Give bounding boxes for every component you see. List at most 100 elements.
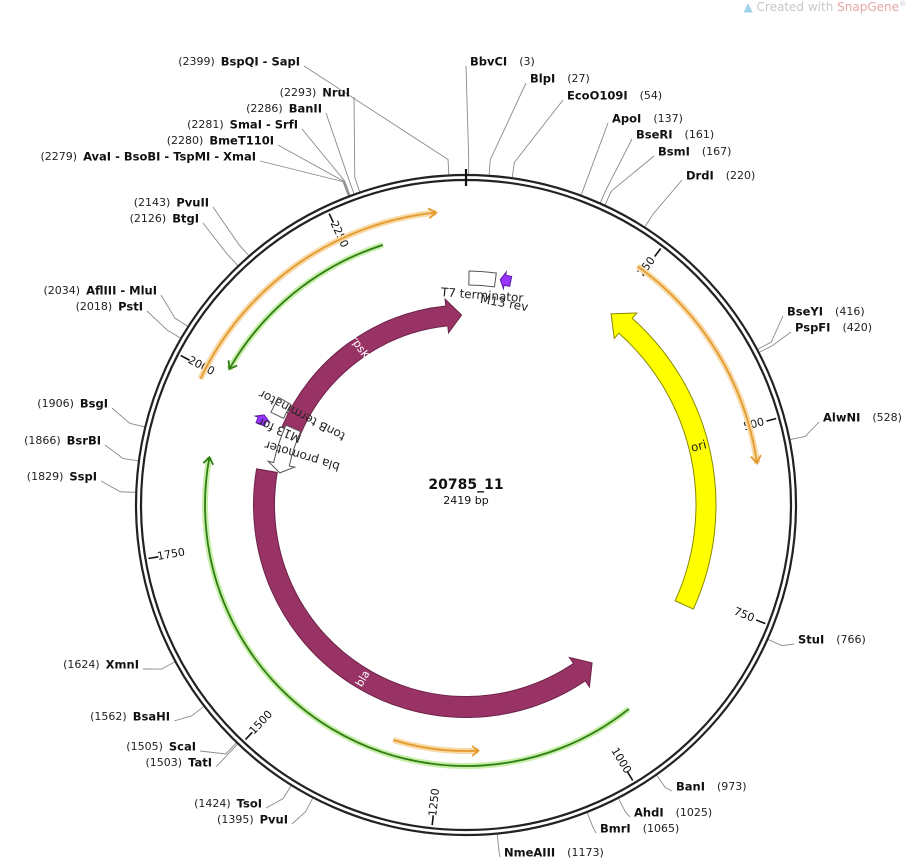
site-apoi[interactable]: ApoI (137): [612, 112, 683, 126]
site-pos-scai: (1505): [126, 740, 163, 753]
feature-label-t7-terminator: T7 terminator: [439, 285, 523, 305]
site-leader-smai: [301, 128, 351, 197]
site-name-smai: SmaI - SrfI: [230, 118, 298, 132]
feature-bla[interactable]: [252, 468, 593, 718]
site-leader-psti: [146, 310, 182, 339]
site-pvuii[interactable]: PvuII (2143): [134, 196, 209, 210]
site-ahdi[interactable]: AhdI (1025): [634, 806, 712, 820]
site-name-banii: BanII: [289, 102, 322, 116]
site-blpi[interactable]: BlpI (27): [530, 72, 590, 86]
feature-bla-promoter[interactable]: [266, 424, 302, 474]
site-psti[interactable]: PstI (2018): [76, 300, 143, 314]
tick-mark-500: [766, 417, 777, 422]
site-bsmi[interactable]: BsmI (167): [658, 145, 731, 159]
site-pos-tati: (1503): [146, 756, 183, 769]
site-bspqi[interactable]: BspQI - SapI (2399): [178, 55, 300, 69]
site-bani[interactable]: BanI (973): [676, 780, 747, 794]
tick-mark-1000: [626, 771, 634, 781]
site-name-nmeaiii: NmeAIII: [504, 846, 555, 860]
tick-mark-2000: [180, 354, 190, 361]
site-name-tsoi: TsoI: [237, 797, 262, 811]
site-leader-bmri: [586, 811, 597, 834]
site-name-bani: BanI: [676, 780, 705, 794]
orf-arrow: [199, 211, 437, 380]
site-leader-bseri: [599, 138, 633, 204]
site-bseri[interactable]: BseRI (161): [636, 128, 714, 142]
feature-ori[interactable]: [610, 312, 717, 610]
site-pos-bmet110i: (2280): [167, 134, 204, 147]
site-leader-bsmi: [604, 155, 655, 206]
site-bsgi[interactable]: BsgI (1906): [37, 397, 108, 411]
feature-m13-rev[interactable]: [499, 270, 513, 291]
site-name-drdi: DrdI: [686, 169, 714, 183]
site-pos-bseyi: (416): [835, 305, 865, 318]
site-xmni[interactable]: XmnI (1624): [63, 658, 139, 672]
tick-mark-750: [755, 619, 766, 625]
site-pos-apoi: (137): [653, 112, 683, 125]
feature-m13-for[interactable]: [253, 414, 271, 427]
site-pos-xmni: (1624): [63, 658, 100, 671]
site-name-blpi: BlpI: [530, 72, 555, 86]
site-banii[interactable]: BanII (2286): [246, 102, 322, 116]
site-stui[interactable]: StuI (766): [798, 633, 866, 647]
site-pvui[interactable]: PvuI (1395): [217, 813, 288, 827]
site-pos-bsmi: (167): [702, 145, 732, 158]
site-bmri[interactable]: BmrI (1065): [600, 822, 679, 836]
site-btgi[interactable]: BtgI (2126): [130, 212, 199, 226]
site-smai[interactable]: SmaI - SrfI (2281): [187, 118, 298, 132]
site-sspi[interactable]: SspI (1829): [27, 470, 97, 484]
site-pos-nrui: (2293): [280, 86, 317, 99]
site-tati[interactable]: TatI (1503): [146, 756, 212, 770]
feature-label-ori: ori: [689, 437, 708, 454]
orf-arrowhead: [471, 745, 480, 757]
site-bsahi[interactable]: BsaHI (1562): [90, 710, 170, 724]
orf-arrow: [204, 457, 630, 767]
site-bmet110i[interactable]: BmeT110I (2280): [167, 134, 274, 148]
plasmid-length: 2419 bp: [443, 494, 488, 507]
orf-arrow: [637, 265, 758, 464]
site-pspfi[interactable]: PspFI (420): [795, 321, 872, 335]
feature-t7-terminator[interactable]: [468, 270, 497, 288]
snapgene-logo-icon: ▲: [743, 0, 753, 14]
site-drdi[interactable]: DrdI (220): [686, 169, 755, 183]
site-name-pvuii: PvuII: [176, 196, 209, 210]
site-ecoo109i[interactable]: EcoO109I (54): [567, 89, 662, 103]
site-pos-pvuii: (2143): [134, 196, 171, 209]
orf-arrowhead: [750, 454, 762, 465]
site-alwni[interactable]: AlwNI (528): [823, 411, 902, 425]
site-leader-bsahi: [173, 705, 205, 722]
feature-rpsk[interactable]: [281, 297, 463, 435]
site-tsoi[interactable]: TsoI (1424): [194, 797, 262, 811]
site-leader-alwni: [789, 421, 820, 441]
site-nrui[interactable]: NruI (2293): [280, 86, 350, 100]
site-leader-banii: [325, 112, 355, 195]
site-leader-bspqi: [303, 65, 450, 176]
site-pos-afliii: (2034): [44, 284, 81, 297]
site-leader-afliii: [160, 294, 189, 328]
site-bseyi[interactable]: BseYI (416): [787, 305, 865, 319]
site-afliii[interactable]: AflIII - MluI (2034): [44, 284, 157, 298]
site-leader-bsgi: [111, 407, 146, 428]
site-name-sspi: SspI: [69, 470, 97, 484]
site-leader-drdi: [644, 179, 683, 228]
site-name-apoi: ApoI: [612, 112, 641, 126]
site-bsrbi[interactable]: BsrBI (1866): [24, 434, 101, 448]
site-nmeaiii[interactable]: NmeAIII (1173): [504, 846, 604, 860]
site-pos-smai: (2281): [187, 118, 224, 131]
tick-label-1000: 1000: [608, 745, 634, 776]
feature-tonb-terminator[interactable]: [270, 396, 292, 419]
site-pos-bani: (973): [717, 780, 747, 793]
site-bbvci[interactable]: BbvCI (3): [470, 55, 535, 69]
site-pos-ecoo109i: (54): [640, 89, 663, 102]
site-pos-bseri: (161): [685, 128, 715, 141]
site-avai[interactable]: AvaI - BsoBI - TspMI - XmaI (2279): [40, 150, 256, 164]
site-leader-bsrbi: [104, 444, 140, 462]
site-pos-bsahi: (1562): [90, 710, 127, 723]
site-pos-drdi: (220): [726, 169, 756, 182]
site-pos-alwni: (528): [872, 411, 902, 424]
site-scai[interactable]: ScaI (1505): [126, 740, 196, 754]
site-leader-blpi: [488, 82, 527, 176]
tick-mark-2250: [328, 213, 335, 223]
